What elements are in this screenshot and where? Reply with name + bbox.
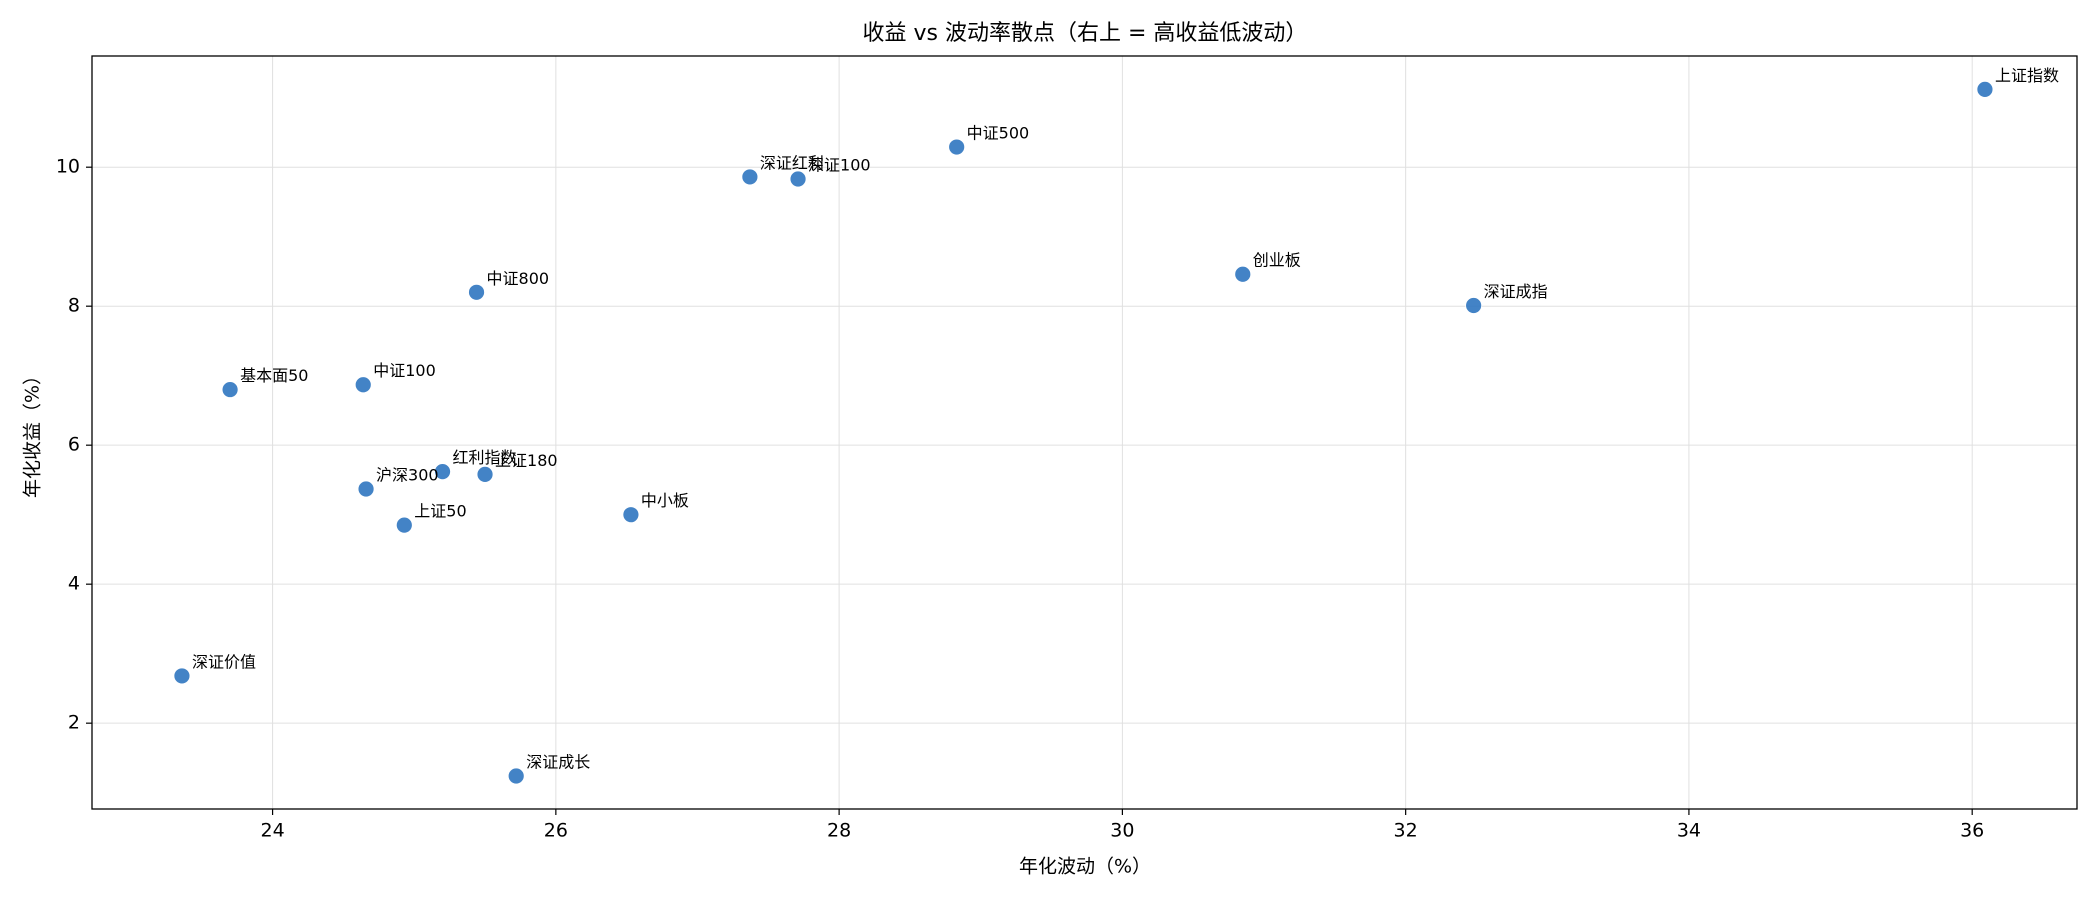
y-tick-label: 6 xyxy=(68,434,80,456)
x-tick-label: 26 xyxy=(544,820,568,842)
point xyxy=(1234,265,1252,283)
point-label: 上证180 xyxy=(495,451,558,470)
x-tick-label: 36 xyxy=(1960,820,1984,842)
point-label: 基本面50 xyxy=(240,366,308,385)
point-label: 深证价值 xyxy=(192,652,256,671)
x-tick-label: 30 xyxy=(1110,820,1134,842)
point-label: 上证50 xyxy=(414,502,466,521)
point xyxy=(357,480,375,498)
point xyxy=(1976,80,1994,98)
point xyxy=(476,465,494,483)
point-label: 深证红利 xyxy=(760,153,824,172)
point xyxy=(468,283,485,301)
point-label: 红利指数 xyxy=(453,448,517,467)
point-label: 深证成指 xyxy=(1484,282,1548,301)
y-tick-label: 2 xyxy=(68,712,80,734)
point xyxy=(507,767,525,785)
point-label: 中小板 xyxy=(641,491,689,510)
x-tick-label: 34 xyxy=(1677,820,1701,842)
point xyxy=(1465,297,1483,314)
point-label: 中证100 xyxy=(373,361,436,380)
point xyxy=(434,463,451,480)
point-label: 上证指数 xyxy=(1995,66,2059,85)
point xyxy=(789,170,807,188)
point-label: 深证成长 xyxy=(526,752,590,771)
point-label: 沪深300 xyxy=(376,465,439,484)
point xyxy=(395,516,413,534)
point-label: 中证500 xyxy=(967,124,1030,143)
chart-title: 收益 vs 波动率散点（右上 = 高收益低波动） xyxy=(863,21,1308,46)
point xyxy=(622,506,640,524)
y-tick-label: 10 xyxy=(56,156,80,178)
x-tick-label: 24 xyxy=(260,820,284,842)
point xyxy=(948,138,966,156)
point-label: 深证100 xyxy=(808,156,871,175)
plot-frame xyxy=(91,55,2078,810)
x-tick-label: 28 xyxy=(827,820,851,842)
y-tick-label: 8 xyxy=(68,295,80,317)
y-axis-label: 年化收益（%） xyxy=(22,366,44,498)
point xyxy=(173,667,191,685)
point-label: 创业板 xyxy=(1253,251,1301,270)
x-axis-label: 年化波动（%） xyxy=(1019,856,1151,878)
y-tick-label: 4 xyxy=(68,573,80,595)
point xyxy=(354,376,372,394)
point xyxy=(741,168,759,186)
x-tick-label: 32 xyxy=(1394,820,1418,842)
point xyxy=(221,381,239,398)
point-label: 中证800 xyxy=(487,269,550,288)
